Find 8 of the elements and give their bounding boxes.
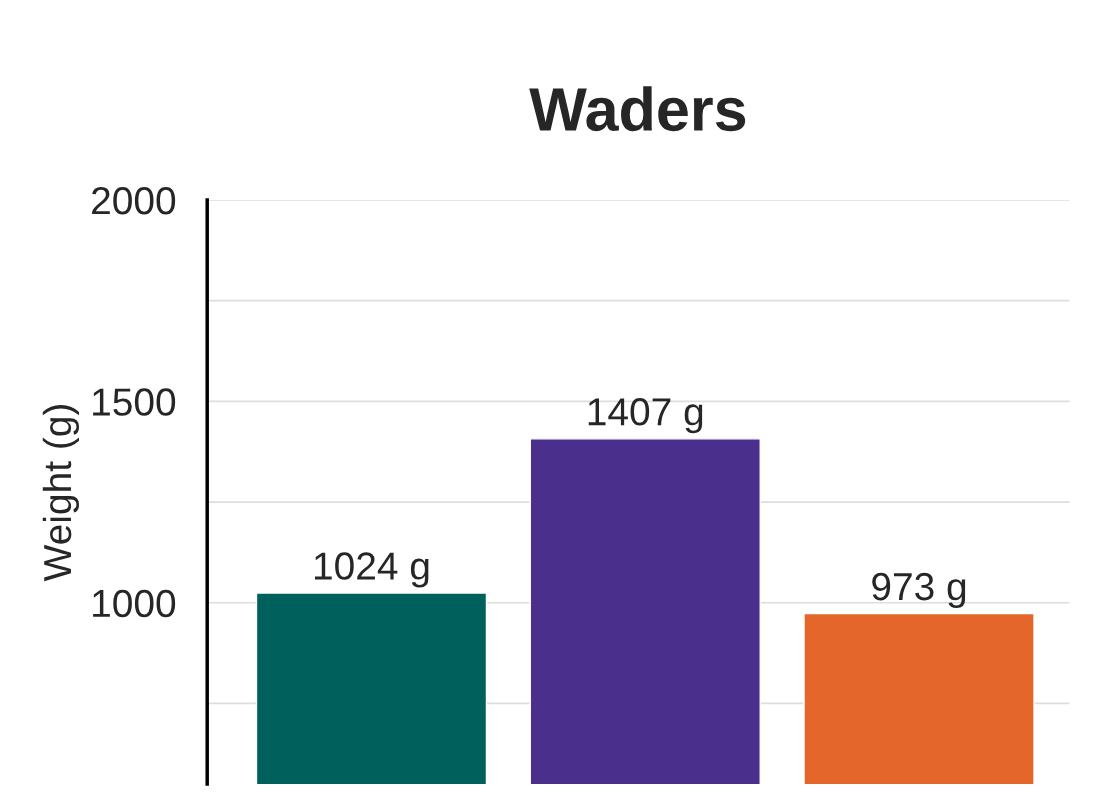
chart-title: Waders [529,86,746,132]
y-tick-label: 1000 [93,589,176,618]
y-tick-label: 2000 [92,186,176,215]
data-label: 1024 g [314,552,429,588]
y-axis-title: Weight (g) [42,405,80,582]
data-label: 1407 g [588,398,703,434]
y-tick-label: 1500 [93,388,176,416]
data-label: 973 g [872,572,966,609]
